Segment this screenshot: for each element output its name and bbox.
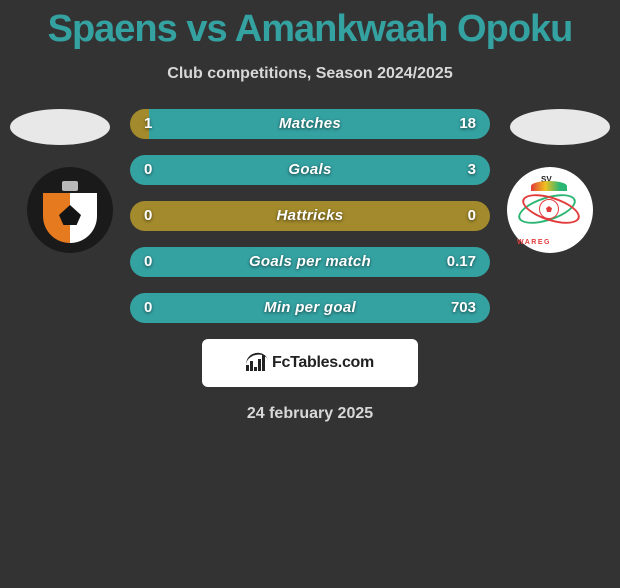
right-flag [510,109,610,145]
stat-right-value: 0.17 [447,247,476,277]
stats-list: 1Matches180Goals30Hattricks00Goals per m… [130,109,490,323]
left-club-logo [27,167,113,253]
page-title: Spaens vs Amankwaah Opoku [0,8,620,51]
comparison-panel: SV WAREG 1Matches180Goals30Hattricks00Go… [0,109,620,423]
stat-right-value: 703 [451,293,476,323]
stat-row: 0Goals per match0.17 [130,247,490,277]
stat-right-value: 0 [468,201,476,231]
stat-label: Min per goal [130,293,490,323]
stat-label: Goals [130,155,490,185]
branding-text: FcTables.com [272,354,374,372]
subtitle: Club competitions, Season 2024/2025 [0,65,620,83]
branding-badge: FcTables.com [202,339,418,387]
stat-row: 0Min per goal703 [130,293,490,323]
stat-label: Goals per match [130,247,490,277]
right-logo-bottom-text: WAREG [517,239,551,246]
stat-row: 1Matches18 [130,109,490,139]
date-text: 24 february 2025 [0,405,620,423]
stat-row: 0Goals3 [130,155,490,185]
left-flag [10,109,110,145]
stat-right-value: 18 [459,109,476,139]
stat-row: 0Hattricks0 [130,201,490,231]
stat-label: Matches [130,109,490,139]
stat-label: Hattricks [130,201,490,231]
right-club-logo: SV WAREG [507,167,593,253]
chart-icon [246,355,266,371]
stat-right-value: 3 [468,155,476,185]
